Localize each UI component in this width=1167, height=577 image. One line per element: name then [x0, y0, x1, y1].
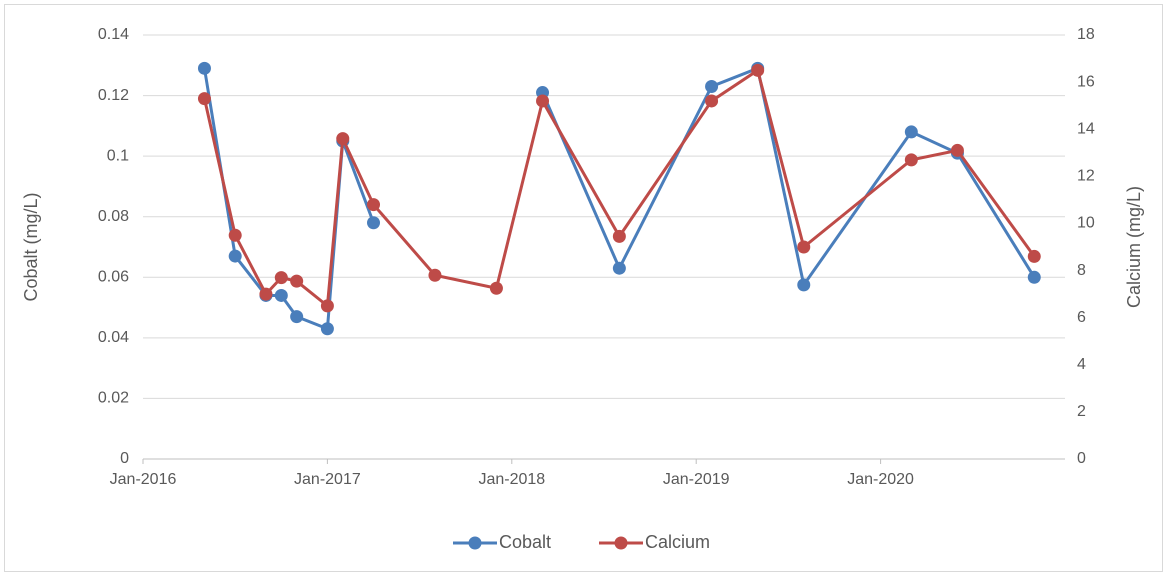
y2-tick-label: 4: [1077, 356, 1086, 373]
y-tick-label: 0.04: [98, 329, 129, 346]
legend-marker: [468, 536, 482, 550]
data-point: [1027, 270, 1041, 284]
y-tick-label: 0.12: [98, 87, 129, 104]
y-tick-label: 0.14: [98, 26, 129, 43]
data-point: [612, 229, 626, 243]
y2-tick-label: 8: [1077, 262, 1086, 279]
data-point: [904, 125, 918, 139]
data-point: [228, 249, 242, 263]
y2-tick-label: 12: [1077, 168, 1095, 185]
data-point: [612, 261, 626, 275]
y2-tick-label: 2: [1077, 403, 1086, 420]
y2-tick-label: 10: [1077, 215, 1095, 232]
data-point: [751, 63, 765, 77]
x-tick-label: Jan-2020: [847, 471, 914, 488]
data-point: [797, 278, 811, 292]
data-point: [259, 287, 273, 301]
data-point: [367, 198, 380, 212]
y-tick-label: 0.08: [98, 208, 129, 225]
data-point: [904, 153, 918, 167]
y2-tick-label: 6: [1077, 309, 1086, 326]
data-point: [290, 310, 304, 324]
x-tick-label: Jan-2019: [663, 471, 730, 488]
data-point: [228, 228, 242, 242]
y-tick-label: 0: [120, 450, 129, 467]
y2-axis-label: Calcium (mg/L): [1124, 186, 1144, 308]
data-point: [705, 79, 719, 93]
data-point: [336, 132, 350, 146]
data-point: [197, 61, 211, 75]
data-point: [536, 94, 550, 108]
y2-tick-label: 18: [1077, 26, 1095, 43]
y-axis-label: Cobalt (mg/L): [21, 192, 41, 301]
y2-tick-label: 16: [1077, 73, 1095, 90]
chart-frame: [4, 4, 1163, 572]
data-point: [197, 92, 211, 106]
data-point: [320, 299, 334, 313]
data-point: [274, 271, 288, 285]
y-tick-label: 0.02: [98, 390, 129, 407]
data-point: [950, 143, 964, 157]
legend-label: Cobalt: [499, 532, 551, 552]
x-tick-label: Jan-2016: [110, 471, 177, 488]
data-point: [320, 322, 334, 336]
data-point: [1027, 249, 1041, 263]
data-point: [367, 216, 380, 230]
legend-marker: [614, 536, 628, 550]
data-point: [428, 268, 442, 282]
data-point: [797, 240, 811, 254]
y-tick-label: 0.1: [107, 147, 129, 164]
legend-label: Calcium: [645, 532, 710, 552]
y2-tick-label: 14: [1077, 120, 1095, 137]
data-point: [274, 288, 288, 302]
data-point: [489, 281, 503, 295]
x-tick-label: Jan-2018: [478, 471, 545, 488]
x-tick-label: Jan-2017: [294, 471, 361, 488]
data-point: [290, 274, 304, 288]
y-tick-label: 0.06: [98, 269, 129, 286]
y2-tick-label: 0: [1077, 450, 1086, 467]
data-point: [705, 94, 719, 108]
